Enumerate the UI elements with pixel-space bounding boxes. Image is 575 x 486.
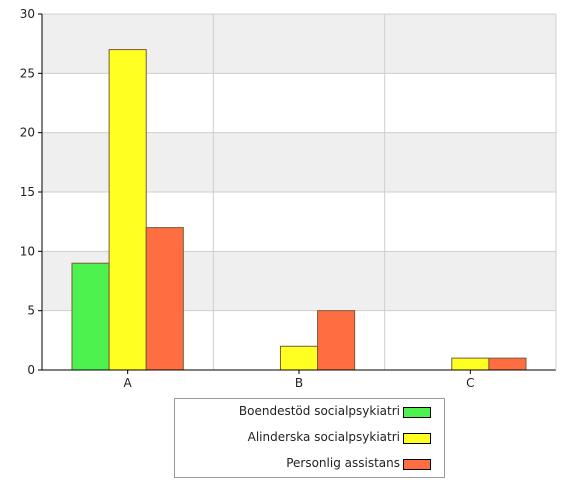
- legend-swatch-green: [403, 407, 431, 418]
- x-tick-label: B: [295, 376, 303, 390]
- legend-label: Boendestöd socialpsykiatri: [238, 404, 400, 418]
- legend-item-alinderska: Alinderska socialpsykiatri: [175, 428, 444, 448]
- x-tick-label: C: [466, 376, 474, 390]
- legend-item-boendestod: Boendestöd socialpsykiatri: [175, 402, 444, 422]
- legend-swatch-yellow: [403, 433, 431, 444]
- bar: [317, 310, 356, 371]
- y-tick-label: 0: [27, 363, 35, 377]
- y-tick-label: 15: [20, 185, 35, 199]
- legend-item-personlig-assistans: Personlig assistans: [175, 454, 444, 474]
- x-tick-label: A: [124, 376, 133, 390]
- legend-swatch-orange: [403, 459, 431, 470]
- axes: [38, 13, 557, 374]
- y-tick-label: 20: [20, 126, 35, 140]
- bar: [71, 262, 110, 371]
- bar: [145, 227, 184, 371]
- legend-label: Personlig assistans: [286, 456, 400, 470]
- legend: Boendestöd socialpsykiatri Alinderska so…: [174, 398, 445, 478]
- bar: [279, 345, 319, 371]
- y-tick-label: 5: [27, 304, 35, 318]
- bars: [71, 49, 527, 371]
- legend-label: Alinderska socialpsykiatri: [247, 430, 400, 444]
- y-tick-label: 10: [20, 244, 35, 258]
- bar: [488, 357, 527, 371]
- tick-labels: 0 5 10 15 20 25 30 A B C: [20, 7, 475, 390]
- y-tick-label: 25: [20, 66, 35, 80]
- bar: [451, 357, 490, 371]
- bar: [108, 49, 147, 371]
- y-tick-label: 30: [20, 7, 35, 21]
